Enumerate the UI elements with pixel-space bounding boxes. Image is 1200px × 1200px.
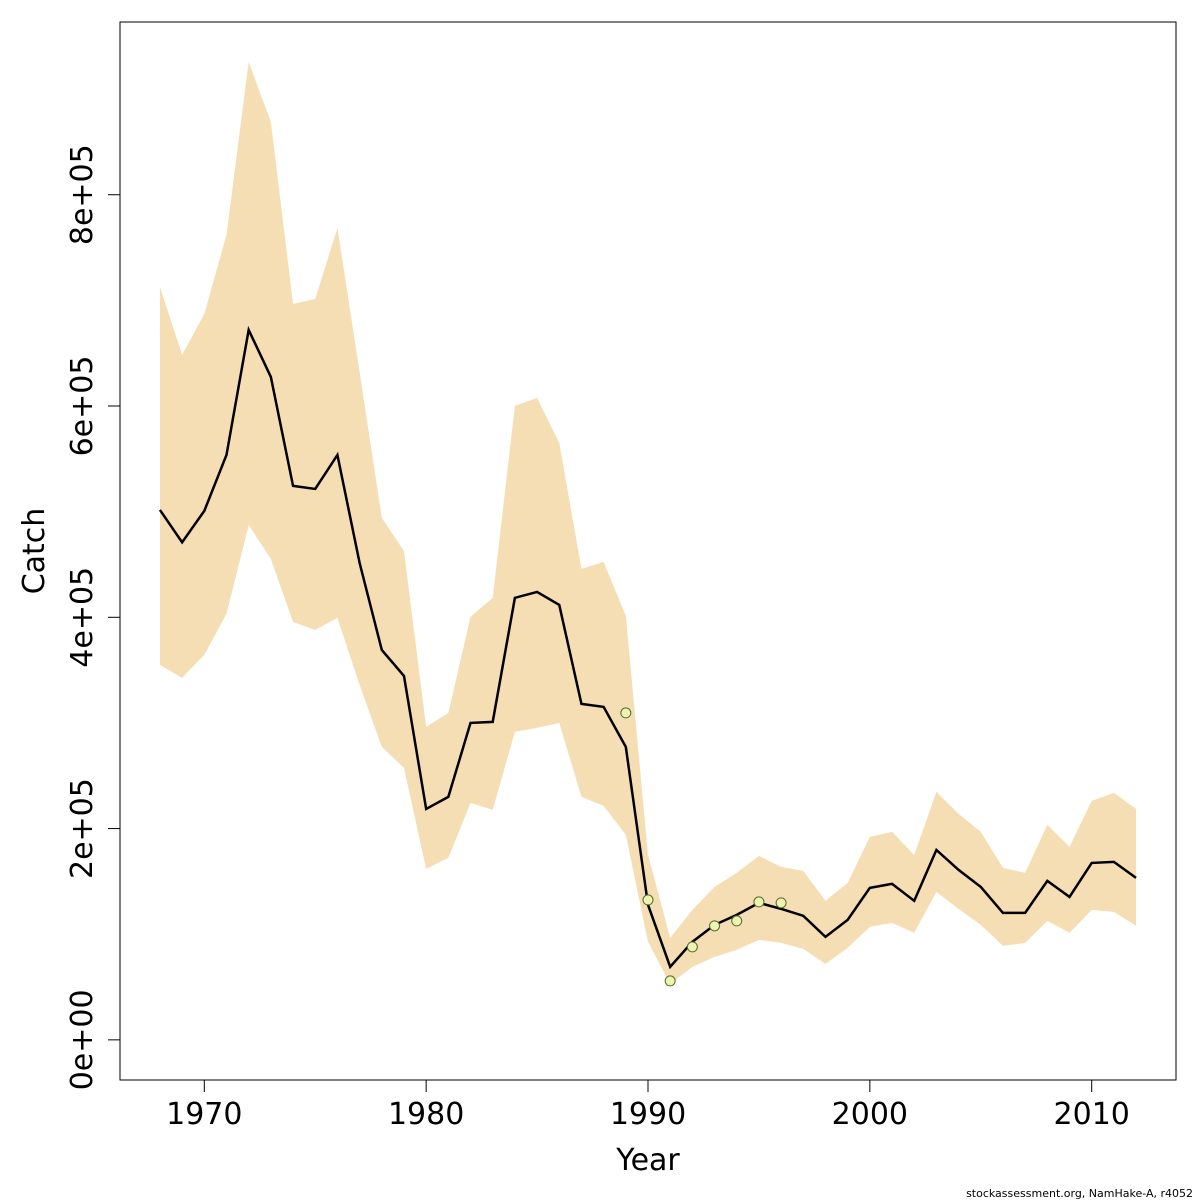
- footer: stockassessment.org, NamHake-A, r4052: [966, 1187, 1193, 1200]
- x-tick-label: 2010: [1054, 1097, 1130, 1132]
- observed-point: [709, 920, 721, 932]
- observed-point: [620, 707, 632, 719]
- confidence-band: [159, 61, 1137, 984]
- y-tick-label: 2e+05: [65, 778, 100, 879]
- y-tick-label: 0e+00: [65, 989, 100, 1090]
- x-tick-label: 1980: [388, 1097, 464, 1132]
- y-axis-label: Catch: [17, 508, 52, 595]
- observed-point: [664, 975, 676, 987]
- x-tick-label: 1970: [166, 1097, 242, 1132]
- observed-point: [753, 896, 765, 908]
- observed-point: [731, 915, 743, 927]
- observed-point: [642, 894, 654, 906]
- x-tick-label: 1990: [610, 1097, 686, 1132]
- x-tick-label: 2000: [832, 1097, 908, 1132]
- y-tick-label: 6e+05: [65, 356, 100, 457]
- y-tick-label: 8e+05: [65, 144, 100, 245]
- y-tick-label: 4e+05: [65, 567, 100, 668]
- x-axis-label: Year: [615, 1143, 680, 1178]
- observed-point: [686, 941, 698, 953]
- observed-point: [775, 897, 787, 909]
